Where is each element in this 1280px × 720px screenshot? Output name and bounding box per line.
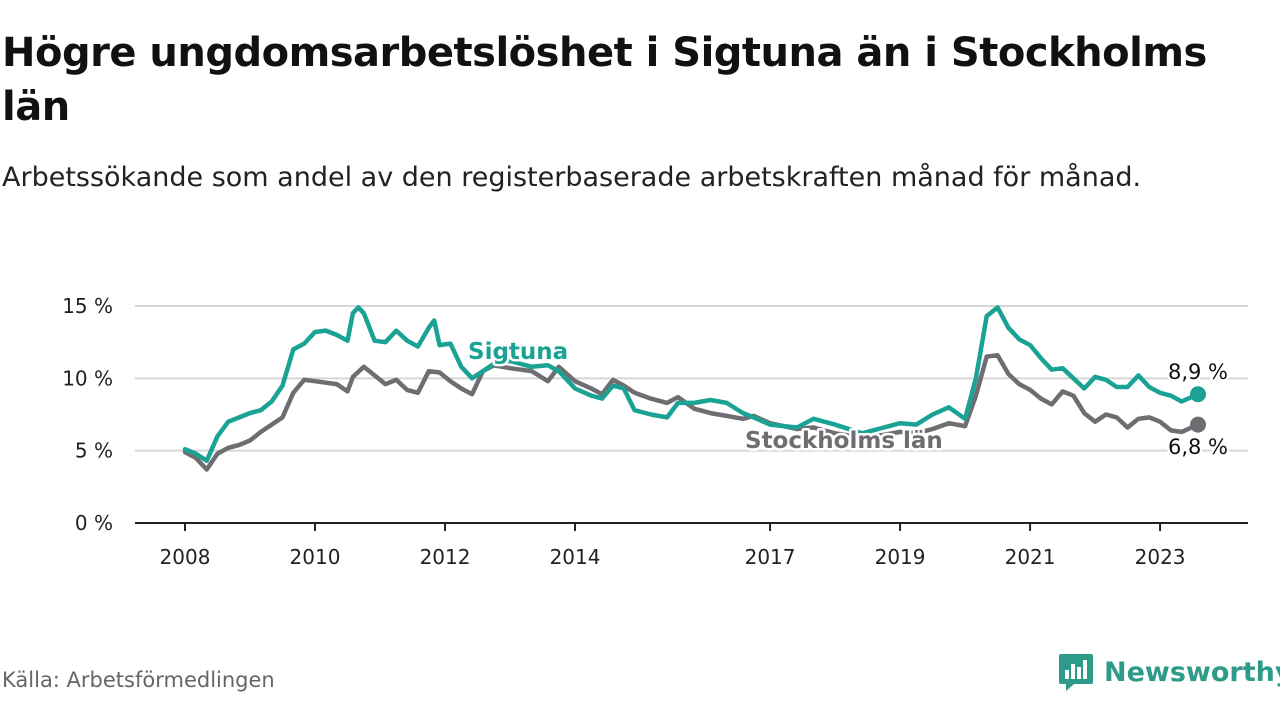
brand-name: Newsworthy	[1104, 656, 1280, 688]
source-note: Källa: Arbetsförmedlingen	[2, 668, 275, 692]
series-labels: Sigtuna Stockholms län 8,9 % 6,8 %	[466, 337, 1231, 462]
y-axis-ticks: 0 % 5 % 10 % 15 %	[62, 294, 113, 535]
x-tick-label: 2012	[420, 545, 471, 569]
series-label-sigtuna: Sigtuna	[468, 339, 568, 365]
y-tick-label: 15 %	[62, 294, 113, 318]
series-label-stockholms-lan: Stockholms län	[745, 428, 943, 454]
x-tick-label: 2014	[550, 545, 601, 569]
line-chart: 0 %5 %10 %15 % 2008 2010 2012 2014 2017 2019 2…	[62, 294, 1248, 569]
chart-subtitle: Arbetssökande som andel av den registerb…	[2, 162, 1142, 193]
x-tick-label: 2010	[290, 545, 341, 569]
x-tick-label: 2023	[1135, 545, 1186, 569]
series-line-stockholms-lan	[182, 352, 1201, 472]
bar-chart-speech-bubble-icon	[1059, 654, 1093, 691]
x-tick-label: 2019	[875, 545, 926, 569]
series-line-sigtuna	[182, 305, 1201, 464]
end-value-sigtuna: 8,9 %	[1168, 360, 1228, 384]
x-tick-label: 2017	[745, 545, 796, 569]
x-tick-label: 2008	[160, 545, 211, 569]
y-tick-label: 10 %	[62, 366, 113, 390]
y-tick-label: 0 %	[75, 511, 113, 535]
gridlines	[135, 305, 1248, 452]
series-lines	[182, 305, 1206, 472]
end-value-stockholms-lan: 6,8 %	[1168, 435, 1228, 459]
x-tick-label: 2021	[1005, 545, 1056, 569]
x-axis-ticks: 2008 2010 2012 2014 2017 2019 2021 2023	[160, 523, 1186, 569]
y-tick-label: 5 %	[75, 439, 113, 463]
end-point-marker	[1190, 416, 1206, 433]
end-point-marker	[1190, 386, 1206, 403]
chart-title: Högre ungdomsarbetslöshet i Sigtuna än i…	[2, 30, 1207, 130]
newsworthy-logo[interactable]: Newsworthy	[1058, 652, 1280, 692]
